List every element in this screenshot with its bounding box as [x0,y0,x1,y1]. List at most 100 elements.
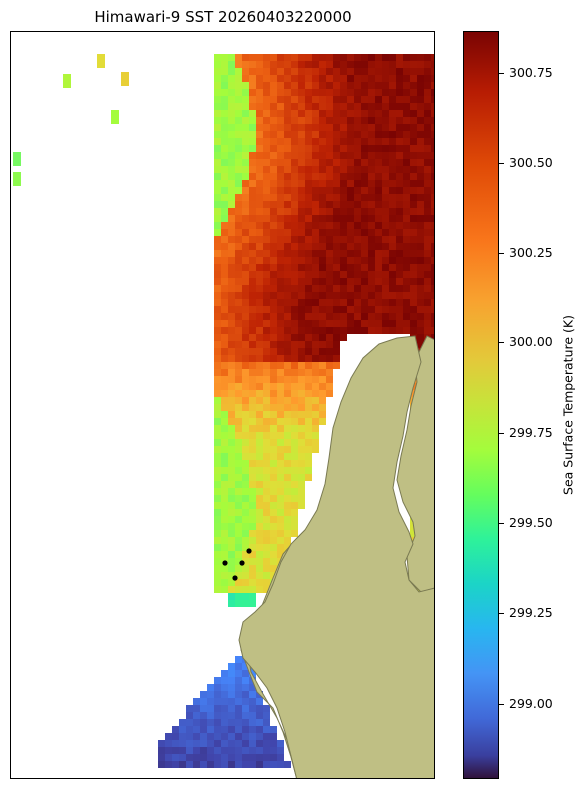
sst-cell [186,712,193,719]
sst-cell [291,68,298,75]
sst-cell [263,747,270,754]
sst-cell [242,145,249,152]
sst-cell [235,670,242,677]
sst-cell [277,516,284,523]
sst-cell [396,250,403,257]
sst-cell [284,509,291,516]
sst-cell [158,754,165,761]
sst-cell [312,117,319,124]
sst-cell [277,530,284,537]
sst-cell [305,285,312,292]
sst-cell [361,82,368,89]
sst-cell [228,754,235,761]
sst-cell [382,61,389,68]
sst-cell [214,250,221,257]
sst-cell [375,236,382,243]
sst-cell [263,761,270,768]
sst-cell [228,103,235,110]
sst-cell [277,747,284,754]
sst-cell [368,159,375,166]
sst-cell [242,355,249,362]
sst-cell [270,173,277,180]
sst-cell [361,271,368,278]
sst-cell [221,551,228,558]
sst-cell [228,719,235,726]
sst-cell [277,131,284,138]
sst-cell [431,243,434,250]
sst-cell [298,208,305,215]
sst-cell [382,278,389,285]
sst-cell [193,698,200,705]
sst-cell [382,54,389,61]
sst-cell [319,390,326,397]
sst-cell [389,306,396,313]
sst-cell [403,82,410,89]
sst-cell [256,117,263,124]
sst-cell [284,544,291,551]
sst-cell [249,145,256,152]
sst-cell [340,215,347,222]
sst-cell [221,334,228,341]
sst-cell [214,712,221,719]
colorbar-tick-mark [499,433,504,434]
sst-cell [249,103,256,110]
sst-cell [368,229,375,236]
sst-cell [389,75,396,82]
sst-cell [228,663,235,670]
sst-cell [333,187,340,194]
sst-cell [221,397,228,404]
sst-cell [256,75,263,82]
sst-cell [221,89,228,96]
sst-cell [256,292,263,299]
sst-cell [235,117,242,124]
sst-cell [403,138,410,145]
sst-cell [256,390,263,397]
sst-cell [298,348,305,355]
sst-cell [172,747,179,754]
sst-cell [249,355,256,362]
sst-cell [256,131,263,138]
sst-cell [249,670,256,677]
sst-cell [249,467,256,474]
sst-cell [326,306,333,313]
sst-cell [291,320,298,327]
sst-cell [424,68,431,75]
sst-cell [326,131,333,138]
sst-cell [242,341,249,348]
sst-cell [396,243,403,250]
sst-cell [214,222,221,229]
chart-title: Himawari-9 SST 20260403220000 [94,8,352,26]
sst-cell [270,488,277,495]
sst-cell [270,75,277,82]
colorbar-tick-label: 300.00 [509,334,553,349]
sst-cell [424,264,431,271]
sst-cell [396,236,403,243]
sst-cell [403,306,410,313]
sst-cell [354,194,361,201]
sst-cell [382,285,389,292]
sst-cell [256,299,263,306]
sst-cell [410,285,417,292]
sst-cell [235,418,242,425]
sst-cell [277,61,284,68]
sst-cell [326,103,333,110]
sst-cell [347,68,354,75]
sst-cell [389,187,396,194]
sst-cell [396,222,403,229]
sst-cell [291,523,298,530]
sst-cell [340,236,347,243]
sst-cell [256,754,263,761]
sst-cell [298,292,305,299]
sst-cell [228,89,235,96]
sst-cell [242,432,249,439]
sst-cell [389,278,396,285]
sst-cell [270,348,277,355]
sst-cell [214,502,221,509]
sst-cell [228,523,235,530]
sst-cell [333,306,340,313]
sst-cell [214,446,221,453]
sst-cell [235,334,242,341]
sst-cell [361,327,368,334]
sst-cell [228,404,235,411]
sst-cell [361,159,368,166]
